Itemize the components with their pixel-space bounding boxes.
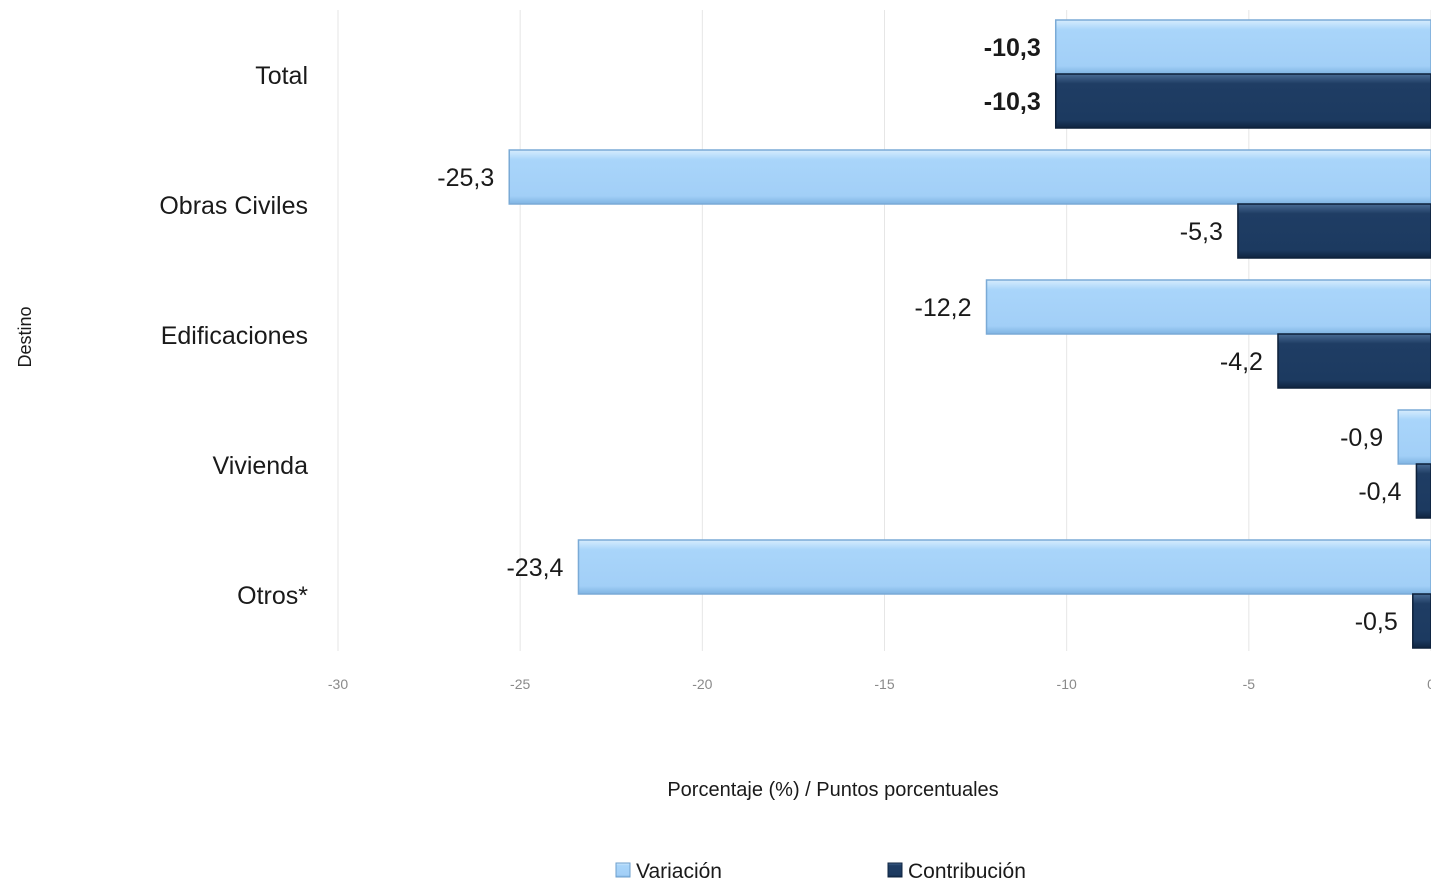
data-label: -23,4	[506, 554, 563, 582]
legend-label-contribucion: Contribución	[908, 860, 1026, 882]
x-axis-title: Porcentaje (%) / Puntos porcentuales	[667, 779, 998, 801]
bar-contribucion	[1277, 333, 1431, 389]
x-tick-label: -30	[328, 676, 348, 692]
data-label: -4,2	[1220, 348, 1263, 376]
x-tick-label: -20	[692, 676, 712, 692]
x-tick-label: -15	[874, 676, 894, 692]
data-label: -5,3	[1180, 218, 1223, 246]
x-tick-label: 0	[1427, 676, 1431, 692]
x-tick-labels: -30 -25 -20 -15 -10 -5 0	[328, 676, 1431, 692]
legend-label-variacion: Variación	[636, 860, 722, 882]
bar-contribucion	[1237, 203, 1431, 259]
legend-swatch-contribucion	[887, 862, 903, 878]
category-label: Vivienda	[213, 452, 309, 480]
bar-contribucion	[1412, 593, 1431, 649]
legend-swatch-variacion	[615, 862, 631, 878]
data-label: -0,5	[1355, 608, 1398, 636]
category-labels: Total Obras Civiles Edificaciones Vivienda O…	[159, 62, 308, 610]
category-label: Total	[255, 62, 308, 90]
data-label: -25,3	[437, 164, 494, 192]
x-tick-label: -25	[510, 676, 530, 692]
bar-contribucion	[1054, 73, 1431, 129]
data-label: -10,3	[984, 34, 1041, 62]
x-tick-label: -10	[1057, 676, 1077, 692]
bar-variacion	[1397, 409, 1431, 465]
bar-variacion	[577, 539, 1431, 595]
bar-contribucion	[1415, 463, 1431, 519]
legend: Variación Contribución	[615, 860, 1026, 883]
bar-variacion	[1054, 19, 1431, 75]
x-tick-label: -5	[1243, 676, 1256, 692]
bar-variacion	[985, 279, 1431, 335]
category-label: Obras Civiles	[159, 192, 308, 220]
data-label: -0,9	[1340, 424, 1383, 452]
category-label: Otros*	[237, 582, 308, 610]
bars	[508, 19, 1431, 649]
data-label: -10,3	[984, 88, 1041, 116]
data-labels: -10,3 -10,3 -25,3 -5,3 -12,2 -4,2 -0,9 -0,4 -23,…	[437, 34, 1401, 636]
bar-variacion	[508, 149, 1431, 205]
data-label: -0,4	[1358, 478, 1401, 506]
data-label: -12,2	[915, 294, 972, 322]
category-label: Edificaciones	[161, 322, 308, 350]
y-axis-title: Destino	[15, 306, 35, 367]
